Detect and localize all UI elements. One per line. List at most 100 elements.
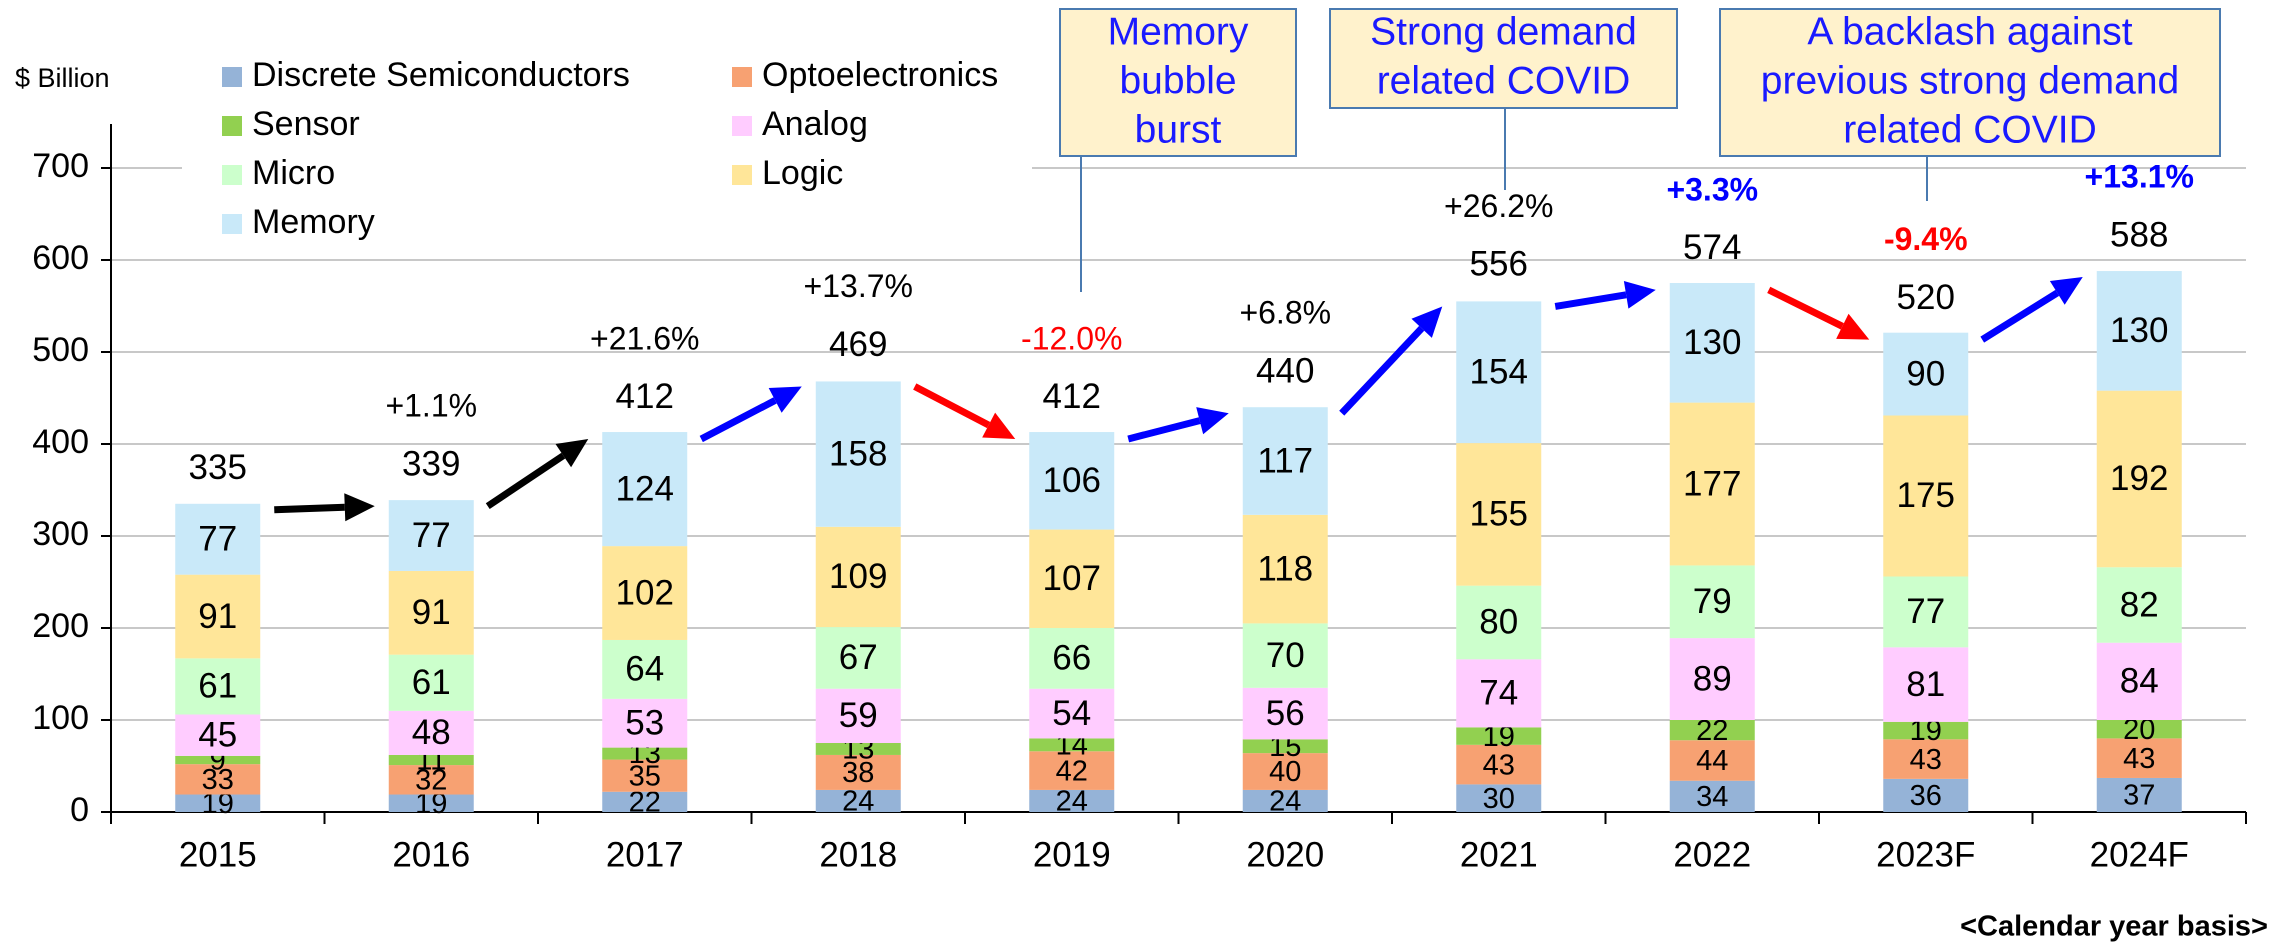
- segment-label: 22: [629, 787, 661, 819]
- annotation-text: Strong demand: [1370, 10, 1637, 53]
- bar-segment: [175, 764, 261, 795]
- segment-label: 43: [2123, 743, 2155, 775]
- bar-segment: [1669, 780, 1755, 812]
- annotation-text: Memory: [1108, 10, 1249, 53]
- x-tick-label: 2015: [179, 835, 257, 874]
- segment-label: 130: [1683, 323, 1741, 362]
- bar-segment: [1242, 789, 1328, 812]
- segment-label: 43: [1483, 749, 1515, 781]
- bar-segment: [2096, 271, 2182, 391]
- legend-swatch: [732, 116, 752, 136]
- y-tick-label: 200: [32, 607, 89, 645]
- annotation-text: related COVID: [1843, 108, 2097, 151]
- bar-segment: [1456, 443, 1542, 586]
- total-label: 588: [2110, 215, 2168, 254]
- legend-label: Discrete Semiconductors: [252, 56, 630, 94]
- y-unit-label: $ Billion: [15, 63, 110, 93]
- bar-segment: [602, 432, 688, 547]
- y-tick-label: 0: [70, 791, 89, 829]
- total-label: 440: [1256, 351, 1314, 390]
- bar-segment: [1883, 576, 1969, 648]
- segment-label: 66: [1052, 639, 1091, 678]
- segment-label: 106: [1043, 461, 1101, 500]
- growth-label: +13.7%: [804, 268, 913, 304]
- legend-background: [182, 52, 1032, 247]
- segment-label: 70: [1266, 636, 1305, 675]
- trend-arrowhead: [1411, 306, 1443, 338]
- legend-swatch: [222, 116, 242, 136]
- segment-label: 82: [2120, 585, 2159, 624]
- bar-segment: [1883, 415, 1969, 577]
- bar-segment: [1242, 623, 1328, 688]
- segment-label: 81: [1906, 665, 1945, 704]
- segment-label: 44: [1696, 745, 1728, 777]
- segment-label: 117: [1257, 441, 1313, 480]
- bar-segment: [602, 759, 688, 792]
- y-tick-label: 400: [32, 423, 89, 461]
- trend-arrowhead: [1836, 313, 1870, 340]
- total-label: 412: [1043, 377, 1101, 416]
- bar-segment: [1883, 721, 1969, 740]
- segment-label: 192: [2110, 459, 2168, 498]
- segment-label: 79: [1693, 582, 1732, 621]
- x-tick-label: 2020: [1246, 835, 1324, 874]
- bar-segment: [1242, 739, 1328, 754]
- bar-segment: [1456, 585, 1542, 660]
- bar-segment: [1669, 720, 1755, 741]
- trend-arrowhead: [555, 438, 589, 468]
- bar-segment: [1242, 407, 1328, 515]
- y-tick-label: 300: [32, 515, 89, 553]
- growth-label: +26.2%: [1444, 188, 1553, 224]
- segment-label: 124: [616, 469, 674, 508]
- trend-arrow: [274, 503, 345, 514]
- segment-label: 34: [1696, 781, 1728, 813]
- y-tick-label: 700: [32, 147, 89, 185]
- x-tick-label: 2019: [1033, 835, 1111, 874]
- annotation-box: [1059, 8, 1297, 157]
- segment-label: 36: [1910, 780, 1942, 812]
- trend-arrowhead: [1196, 407, 1229, 435]
- bar-segment: [1029, 789, 1115, 812]
- bar-segment: [1883, 647, 1969, 722]
- segment-label: 89: [1693, 659, 1732, 698]
- y-tick-label: 100: [32, 699, 89, 737]
- trend-arrow: [1767, 286, 1844, 330]
- bar-segment: [815, 754, 901, 790]
- segment-label: 56: [1266, 694, 1305, 733]
- trend-arrow: [913, 383, 991, 429]
- segment-label: 53: [625, 703, 664, 742]
- trend-arrow: [1127, 417, 1201, 443]
- x-tick-label: 2021: [1460, 835, 1538, 874]
- segment-label: 24: [842, 786, 874, 818]
- legend-label: Optoelectronics: [762, 56, 998, 94]
- bar-segment: [602, 747, 688, 760]
- segment-label: 84: [2120, 662, 2159, 701]
- segment-label: 38: [842, 757, 874, 789]
- y-tick-label: 500: [32, 331, 89, 369]
- segment-label: 74: [1479, 674, 1518, 713]
- segment-label: 24: [1269, 786, 1301, 818]
- x-tick-label: 2018: [819, 835, 897, 874]
- bar-segment: [815, 526, 901, 628]
- bar-segment: [388, 654, 474, 711]
- trend-arrowhead: [344, 493, 375, 522]
- bar-segment: [602, 791, 688, 812]
- growth-label: -9.4%: [1884, 221, 1968, 257]
- segment-label: 59: [839, 696, 878, 735]
- x-tick-label: 2024F: [2090, 835, 2189, 874]
- bar-segment: [175, 503, 261, 575]
- segment-label: 61: [198, 667, 237, 706]
- legend-label: Memory: [252, 203, 375, 241]
- segment-label: 64: [625, 650, 664, 689]
- growth-label: +13.1%: [2085, 158, 2194, 194]
- segment-label: 67: [839, 638, 878, 677]
- trend-arrow: [1554, 291, 1627, 310]
- total-label: 335: [189, 448, 247, 487]
- growth-label: +1.1%: [385, 388, 477, 424]
- legend-label: Analog: [762, 105, 868, 143]
- bar-segment: [1029, 628, 1115, 689]
- bar-segment: [1456, 301, 1542, 444]
- segment-label: 109: [829, 557, 887, 596]
- bar-segment: [1242, 687, 1328, 740]
